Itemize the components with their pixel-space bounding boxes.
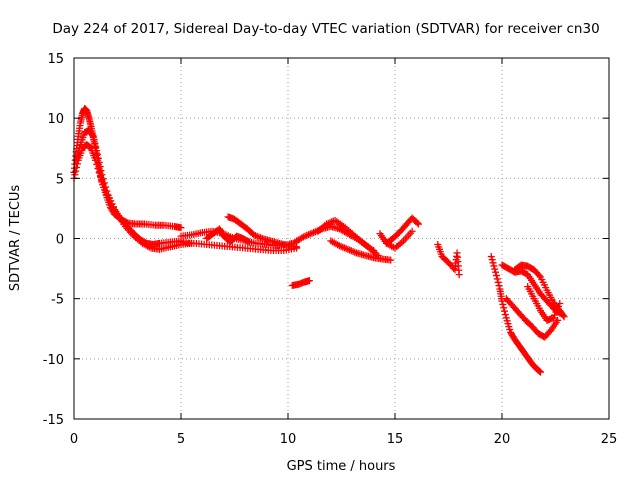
x-tick-label: 10 — [280, 432, 297, 447]
data-point — [94, 150, 102, 158]
data-point — [556, 299, 564, 307]
data-point — [498, 297, 506, 305]
series-seg-6-8-d — [203, 225, 253, 246]
data-point — [71, 171, 79, 179]
data-point — [536, 367, 544, 375]
series-seg-19-23-d — [511, 261, 568, 321]
x-tick-label: 5 — [177, 432, 185, 447]
x-tick-label: 20 — [494, 432, 511, 447]
y-tick-label: -5 — [51, 293, 64, 308]
data-point — [72, 167, 80, 175]
y-tick-label: -15 — [43, 413, 64, 428]
series-seg-10-16-b — [314, 216, 382, 259]
data-point — [91, 156, 99, 164]
y-tick-label: 0 — [56, 233, 64, 248]
y-tick-labels: 15 10 5 0 -5 -10 -15 — [43, 52, 64, 428]
data-point — [491, 265, 499, 273]
x-tick-label: 25 — [601, 432, 618, 447]
series-seg-19-23-e — [524, 283, 564, 324]
data-point — [494, 278, 502, 286]
data-point — [560, 313, 568, 321]
data-point — [492, 272, 500, 280]
data-point — [487, 253, 495, 261]
data-point — [455, 271, 463, 279]
data-point — [499, 300, 507, 308]
data-point — [177, 224, 185, 232]
data-point — [413, 219, 421, 227]
data-point — [559, 312, 567, 320]
data-point — [94, 164, 102, 172]
series-seg-10-16-a — [293, 222, 378, 255]
data-point — [103, 190, 111, 198]
series-isolated-10 — [288, 277, 313, 289]
data-point — [98, 177, 106, 185]
data-point — [88, 131, 96, 139]
data-point — [492, 268, 500, 276]
series-seg-17-18 — [434, 241, 463, 279]
x-tick-label: 15 — [387, 432, 404, 447]
data-point — [90, 136, 98, 144]
data-point — [89, 132, 97, 140]
data-point — [102, 187, 110, 195]
data-point — [97, 173, 105, 181]
data-point — [293, 243, 301, 251]
grid-lines — [74, 58, 609, 419]
x-tick-label: 0 — [70, 432, 78, 447]
y-tick-label: 10 — [47, 112, 64, 127]
data-point — [387, 256, 395, 264]
data-point — [91, 139, 99, 147]
series-lower-track — [70, 141, 196, 253]
data-point — [245, 238, 253, 246]
data-point — [408, 227, 416, 235]
data-point — [415, 220, 423, 228]
y-tick-label: 15 — [47, 52, 64, 67]
series-upper-track — [70, 105, 185, 232]
series-seg-5-10-c — [224, 213, 301, 251]
y-tick-label: 5 — [56, 172, 64, 187]
y-axis-title: SDTVAR / TECUs — [8, 185, 23, 292]
series-seg-19-23-c — [502, 295, 562, 341]
series-seg-19-23-a — [487, 253, 545, 376]
data-point — [537, 368, 545, 376]
data-point — [500, 304, 508, 312]
data-point — [490, 262, 498, 270]
data-point — [93, 160, 101, 168]
y-tick-label: -10 — [43, 353, 64, 368]
data-point — [305, 277, 313, 285]
data-points — [70, 105, 568, 376]
data-point — [501, 307, 509, 315]
data-point — [244, 237, 252, 245]
x-axis-title: GPS time / hours — [287, 459, 396, 474]
series-seg-10-16-c — [327, 237, 395, 264]
axis-ticks — [73, 57, 610, 420]
series-seg-10-16-e — [376, 227, 416, 252]
data-point — [493, 275, 501, 283]
x-tick-labels: 0 5 10 15 20 25 — [70, 432, 617, 447]
data-point — [489, 259, 497, 267]
data-point — [73, 160, 81, 168]
data-point — [535, 272, 543, 280]
data-point — [495, 282, 503, 290]
chart-title: Day 224 of 2017, Sidereal Day-to-day VTE… — [52, 21, 599, 37]
data-point — [99, 180, 107, 188]
data-point — [100, 183, 108, 191]
data-point — [488, 256, 496, 264]
data-point — [501, 311, 509, 319]
data-point — [554, 316, 562, 324]
data-point — [95, 169, 103, 177]
